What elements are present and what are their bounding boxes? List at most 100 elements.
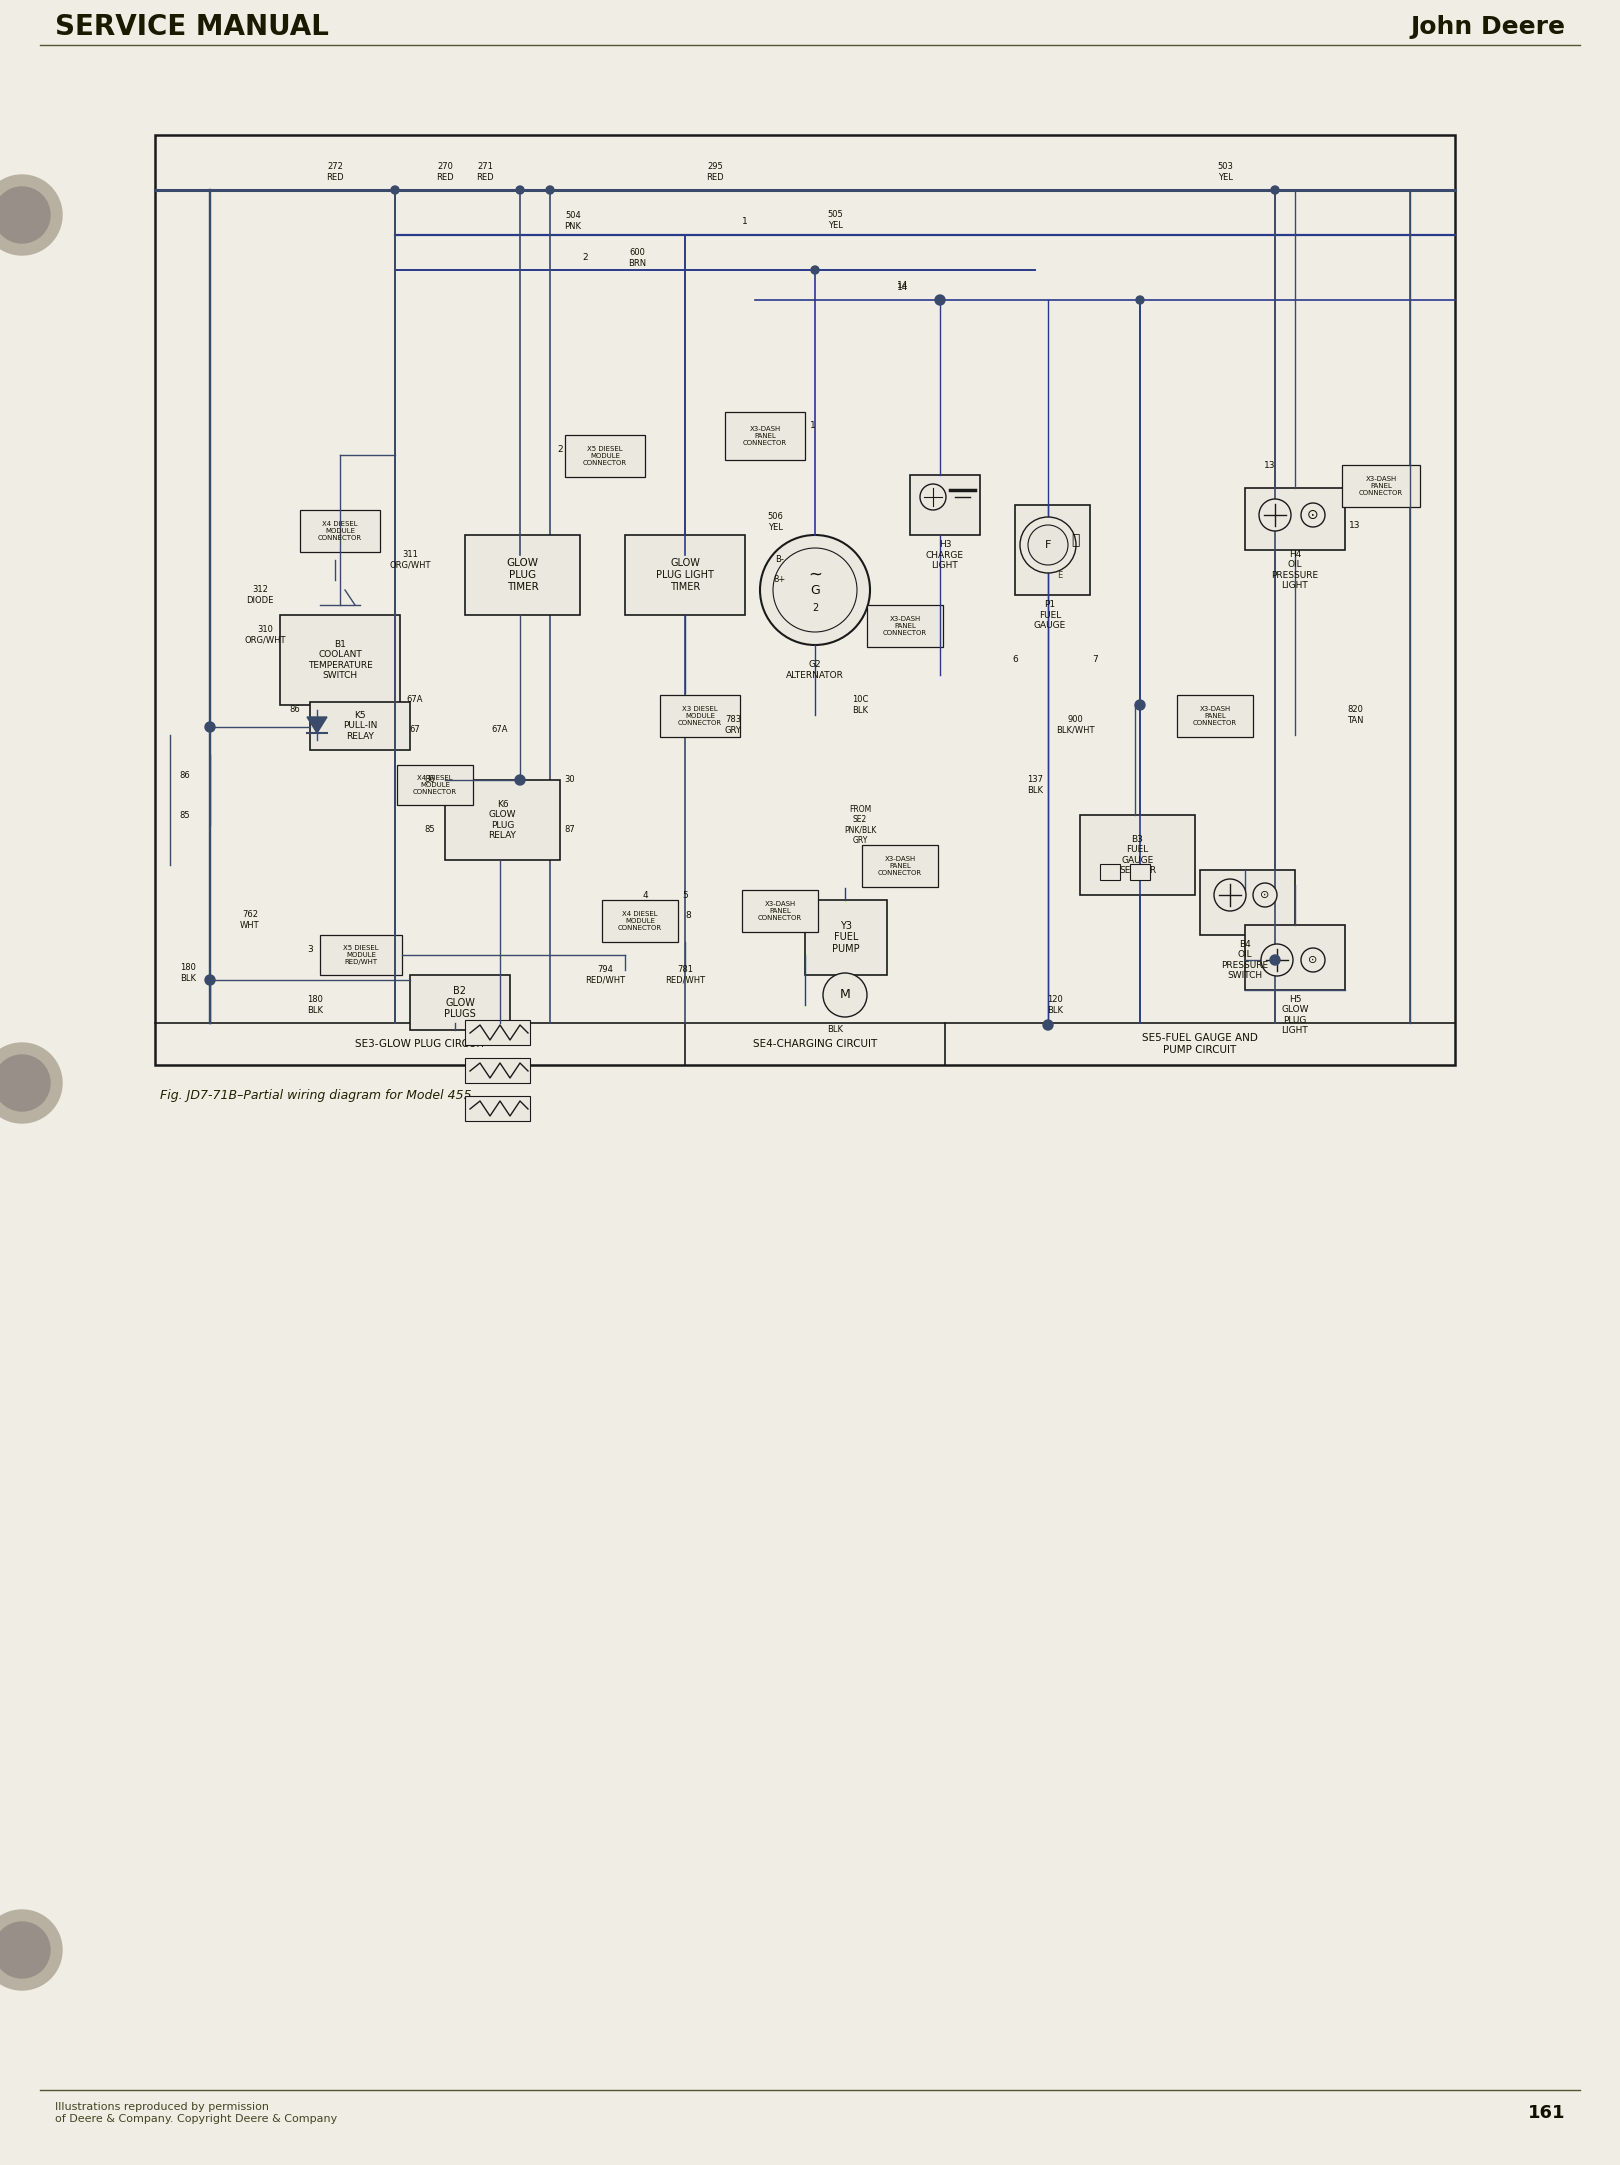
Text: SERVICE MANUAL: SERVICE MANUAL (55, 13, 329, 41)
Text: 312
DIODE: 312 DIODE (246, 585, 274, 604)
Text: ⊙: ⊙ (1309, 955, 1317, 966)
Text: 2: 2 (812, 604, 818, 613)
Bar (1246, 487, 1345, 550)
Text: 87: 87 (565, 825, 575, 834)
Text: E: E (1058, 572, 1063, 580)
Bar (465, 535, 580, 615)
Circle shape (1043, 1020, 1053, 1031)
Text: 5: 5 (682, 890, 688, 898)
Text: Illustrations reproduced by permission
of Deere & Company. Copyright Deere & Com: Illustrations reproduced by permission o… (55, 2102, 337, 2124)
Circle shape (206, 721, 215, 732)
Text: 85: 85 (424, 825, 436, 834)
Text: 1: 1 (742, 216, 748, 225)
Text: X5 DIESEL
MODULE
CONNECTOR: X5 DIESEL MODULE CONNECTOR (583, 446, 627, 465)
Text: 781
RED/WHT: 781 RED/WHT (664, 966, 705, 985)
Text: X3-DASH
PANEL
CONNECTOR: X3-DASH PANEL CONNECTOR (1359, 476, 1403, 496)
Bar (446, 779, 561, 860)
Text: 85: 85 (180, 810, 190, 821)
Text: 67A: 67A (492, 725, 509, 734)
Text: 600
BRN: 600 BRN (629, 249, 646, 268)
Text: 3: 3 (308, 946, 313, 955)
Text: SE5-FUEL GAUGE AND
PUMP CIRCUIT: SE5-FUEL GAUGE AND PUMP CIRCUIT (1142, 1033, 1259, 1054)
Circle shape (920, 485, 946, 511)
Text: 161: 161 (1528, 2104, 1565, 2122)
Circle shape (760, 535, 870, 645)
Text: 8: 8 (685, 911, 690, 920)
Text: 6: 6 (1012, 656, 1017, 665)
Text: Y3
FUEL
PUMP: Y3 FUEL PUMP (833, 920, 860, 955)
Bar (465, 1059, 530, 1082)
Text: P1
FUEL
GAUGE: P1 FUEL GAUGE (1034, 600, 1066, 630)
Bar (625, 535, 745, 615)
Text: 13: 13 (1264, 461, 1277, 470)
Circle shape (1021, 517, 1076, 574)
Text: X3 DIESEL
MODULE
CONNECTOR: X3 DIESEL MODULE CONNECTOR (677, 706, 723, 725)
Bar (1200, 870, 1294, 935)
Text: H5
GLOW
PLUG
LIGHT: H5 GLOW PLUG LIGHT (1281, 996, 1309, 1035)
Bar (1016, 504, 1090, 595)
Circle shape (935, 294, 944, 305)
Text: X3-DASH
PANEL
CONNECTOR: X3-DASH PANEL CONNECTOR (878, 855, 922, 877)
Bar (321, 935, 402, 974)
Text: 14: 14 (897, 284, 909, 292)
Bar (659, 695, 740, 736)
Circle shape (1252, 883, 1277, 907)
Bar (726, 411, 805, 459)
Text: 30: 30 (565, 775, 575, 784)
Text: 8+: 8+ (774, 576, 786, 585)
Text: 14: 14 (897, 281, 909, 290)
Text: 311
ORG/WHT: 311 ORG/WHT (389, 550, 431, 569)
Text: 137
BLK: 137 BLK (1027, 775, 1043, 795)
Circle shape (812, 266, 820, 275)
Bar (1178, 695, 1252, 736)
Text: 67A: 67A (407, 695, 423, 704)
Text: X4 DIESEL
MODULE
CONNECTOR: X4 DIESEL MODULE CONNECTOR (413, 775, 457, 795)
Circle shape (206, 976, 214, 985)
Text: 86: 86 (290, 706, 300, 714)
Text: 272
RED: 272 RED (326, 162, 343, 182)
Circle shape (0, 1923, 50, 1979)
Bar (742, 890, 818, 931)
Text: X4 DIESEL
MODULE
CONNECTOR: X4 DIESEL MODULE CONNECTOR (318, 522, 361, 541)
Text: 1: 1 (810, 420, 816, 429)
Text: H3
CHARGE
LIGHT: H3 CHARGE LIGHT (927, 539, 964, 569)
Circle shape (0, 175, 62, 255)
Text: B4
OIL
PRESSURE
SWITCH: B4 OIL PRESSURE SWITCH (1221, 940, 1268, 981)
Text: 120
BLK: 120 BLK (1047, 996, 1063, 1015)
Bar (465, 1095, 530, 1121)
Text: 783
GRY: 783 GRY (724, 714, 742, 734)
Bar (1081, 814, 1196, 894)
Text: ~: ~ (808, 565, 821, 585)
Circle shape (206, 974, 215, 985)
Text: 310
ORG/WHT: 310 ORG/WHT (245, 626, 285, 645)
Text: 271
RED: 271 RED (476, 162, 494, 182)
Text: X3-DASH
PANEL
CONNECTOR: X3-DASH PANEL CONNECTOR (883, 617, 927, 637)
Circle shape (1136, 699, 1145, 710)
Text: X5 DIESEL
MODULE
RED/WHT: X5 DIESEL MODULE RED/WHT (343, 944, 379, 966)
Bar (565, 435, 645, 476)
Bar (397, 764, 473, 805)
Bar (910, 474, 980, 535)
Bar (867, 604, 943, 647)
Text: 180
BLK: 180 BLK (180, 963, 196, 983)
Text: K5
PULL-IN
RELAY: K5 PULL-IN RELAY (343, 710, 377, 740)
Text: FROM
SE2
PNK/BLK
GRY: FROM SE2 PNK/BLK GRY (844, 805, 876, 844)
Circle shape (1213, 879, 1246, 911)
Bar (603, 901, 679, 942)
Bar (280, 615, 400, 706)
Circle shape (1029, 524, 1068, 565)
Circle shape (1272, 186, 1280, 195)
Text: 506
YEL: 506 YEL (766, 513, 782, 533)
Text: M: M (839, 989, 851, 1002)
Circle shape (773, 548, 857, 632)
Text: ⊙: ⊙ (1307, 509, 1319, 522)
Text: 504
PNK: 504 PNK (564, 212, 582, 232)
Text: 270
RED: 270 RED (436, 162, 454, 182)
Bar (300, 511, 381, 552)
Polygon shape (308, 717, 327, 734)
Text: 4: 4 (642, 890, 648, 898)
Text: X3-DASH
PANEL
CONNECTOR: X3-DASH PANEL CONNECTOR (744, 427, 787, 446)
Text: G: G (810, 585, 820, 598)
Text: ⊙: ⊙ (1260, 890, 1270, 901)
Bar (862, 844, 938, 888)
